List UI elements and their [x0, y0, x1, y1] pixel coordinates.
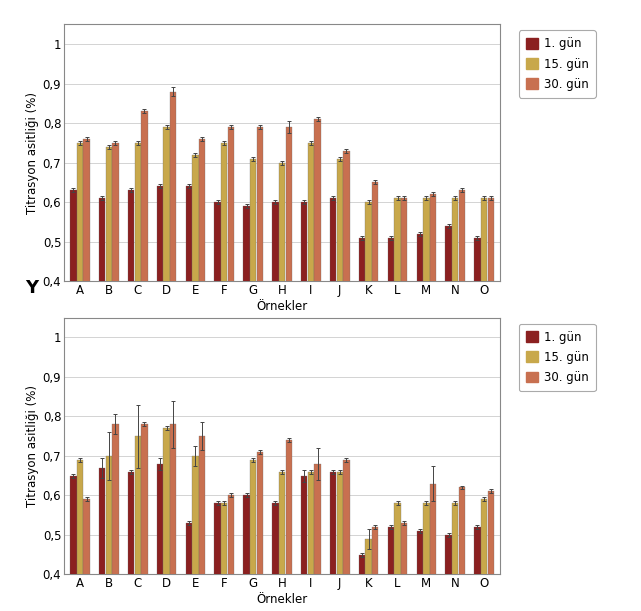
X-axis label: Örnekler: Örnekler [256, 593, 308, 606]
Bar [186, 523, 192, 611]
Bar [401, 523, 407, 611]
Bar [135, 436, 141, 611]
Bar [215, 503, 221, 611]
Bar [488, 491, 494, 611]
Bar [106, 456, 112, 611]
Bar [228, 496, 234, 611]
Bar [481, 499, 487, 611]
Bar [112, 424, 119, 611]
Bar [163, 127, 170, 439]
Text: Y: Y [25, 279, 38, 297]
Bar [452, 503, 458, 611]
Bar [256, 452, 263, 611]
Bar [481, 198, 487, 439]
Legend: 1. gün, 15. gün, 30. gün: 1. gün, 15. gün, 30. gün [519, 324, 595, 391]
Bar [170, 92, 176, 439]
Bar [388, 238, 394, 439]
Bar [372, 527, 378, 611]
Bar [199, 139, 205, 439]
Bar [365, 539, 372, 611]
Bar [445, 535, 452, 611]
Bar [244, 496, 250, 611]
Bar [250, 460, 256, 611]
Bar [452, 198, 458, 439]
Bar [163, 428, 170, 611]
Bar [83, 499, 90, 611]
Bar [215, 202, 221, 439]
Bar [141, 111, 147, 439]
Bar [250, 159, 256, 439]
Bar [279, 472, 285, 611]
X-axis label: Örnekler: Örnekler [256, 299, 308, 313]
Bar [221, 143, 228, 439]
Bar [343, 151, 349, 439]
Bar [192, 155, 199, 439]
Bar [308, 143, 314, 439]
Bar [285, 440, 292, 611]
Bar [337, 472, 343, 611]
Bar [388, 527, 394, 611]
Bar [244, 206, 250, 439]
Legend: 1. gün, 15. gün, 30. gün: 1. gün, 15. gün, 30. gün [519, 31, 595, 98]
Bar [170, 424, 176, 611]
Bar [285, 127, 292, 439]
Bar [112, 143, 119, 439]
Bar [423, 503, 429, 611]
Bar [272, 503, 279, 611]
Bar [301, 202, 308, 439]
Bar [365, 202, 372, 439]
Bar [128, 472, 134, 611]
Bar [459, 488, 465, 611]
Bar [372, 182, 378, 439]
Y-axis label: Titrasyon asitliği (%): Titrasyon asitliği (%) [26, 385, 38, 507]
Bar [157, 186, 163, 439]
Bar [459, 190, 465, 439]
Bar [330, 198, 337, 439]
Bar [199, 436, 205, 611]
Bar [141, 424, 147, 611]
Bar [106, 147, 112, 439]
Bar [417, 233, 423, 439]
Bar [186, 186, 192, 439]
Bar [135, 143, 141, 439]
Bar [359, 238, 365, 439]
Bar [430, 194, 436, 439]
Bar [474, 238, 481, 439]
Bar [77, 460, 83, 611]
Bar [308, 472, 314, 611]
Bar [445, 226, 452, 439]
Bar [77, 143, 83, 439]
Bar [337, 159, 343, 439]
Bar [128, 190, 134, 439]
Bar [430, 483, 436, 611]
Text: X: X [25, 0, 38, 4]
Bar [359, 555, 365, 611]
Bar [70, 190, 76, 439]
Bar [423, 198, 429, 439]
Bar [330, 472, 337, 611]
Bar [314, 464, 320, 611]
Bar [343, 460, 349, 611]
Bar [272, 202, 279, 439]
Bar [83, 139, 90, 439]
Bar [256, 127, 263, 439]
Bar [99, 198, 105, 439]
Bar [417, 531, 423, 611]
Y-axis label: Titrasyon asitliği (%): Titrasyon asitliği (%) [26, 92, 38, 214]
Bar [221, 503, 228, 611]
Bar [70, 475, 76, 611]
Bar [99, 468, 105, 611]
Bar [301, 475, 308, 611]
Bar [394, 198, 401, 439]
Bar [314, 119, 320, 439]
Bar [488, 198, 494, 439]
Bar [228, 127, 234, 439]
Bar [394, 503, 401, 611]
Bar [474, 527, 481, 611]
Bar [401, 198, 407, 439]
Bar [279, 163, 285, 439]
Bar [157, 464, 163, 611]
Bar [192, 456, 199, 611]
